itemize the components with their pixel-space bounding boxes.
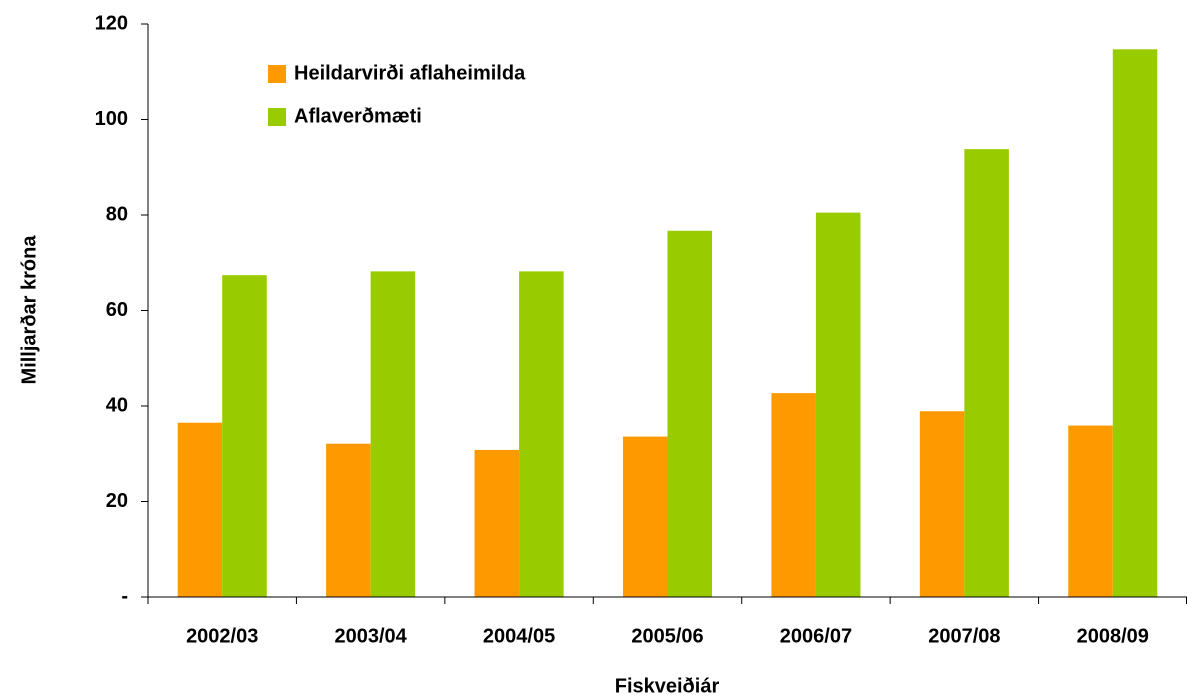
- bar: [919, 411, 965, 597]
- legend-label: Heildarvirði aflaheimilda: [294, 62, 526, 84]
- y-tick-label: 100: [95, 108, 128, 130]
- x-tick-label: 2003/04: [334, 625, 407, 647]
- x-tick-label: 2002/03: [186, 625, 258, 647]
- y-tick-label: -: [121, 585, 128, 607]
- y-tick-label: 60: [106, 299, 128, 321]
- bar: [474, 449, 520, 597]
- x-tick-label: 2008/09: [1077, 625, 1149, 647]
- bar: [1068, 425, 1113, 597]
- bar: [519, 271, 564, 597]
- y-tick-label: 20: [106, 490, 128, 512]
- bar: [771, 393, 816, 597]
- x-tick-label: 2004/05: [483, 625, 555, 647]
- legend-swatch: [268, 108, 286, 126]
- legend-swatch: [268, 65, 286, 83]
- bar: [1112, 49, 1158, 598]
- x-tick-label: 2007/08: [928, 625, 1000, 647]
- y-axis-label: Milljarðar króna: [18, 235, 40, 385]
- bar: [222, 275, 267, 597]
- x-tick-label: 2005/06: [631, 625, 703, 647]
- y-tick-label: 120: [95, 12, 128, 34]
- y-tick-label: 80: [106, 203, 128, 225]
- legend-label: Aflaverðmæti: [294, 105, 422, 127]
- bar: [964, 149, 1009, 598]
- bar: [667, 230, 713, 597]
- bar: [326, 443, 371, 597]
- x-axis-label: Fiskveiðiár: [615, 675, 720, 697]
- bar: [177, 422, 223, 597]
- bar: [622, 436, 668, 597]
- x-tick-label: 2006/07: [780, 625, 852, 647]
- bar: [815, 212, 861, 598]
- y-tick-label: 40: [106, 394, 128, 416]
- bar: [370, 271, 416, 597]
